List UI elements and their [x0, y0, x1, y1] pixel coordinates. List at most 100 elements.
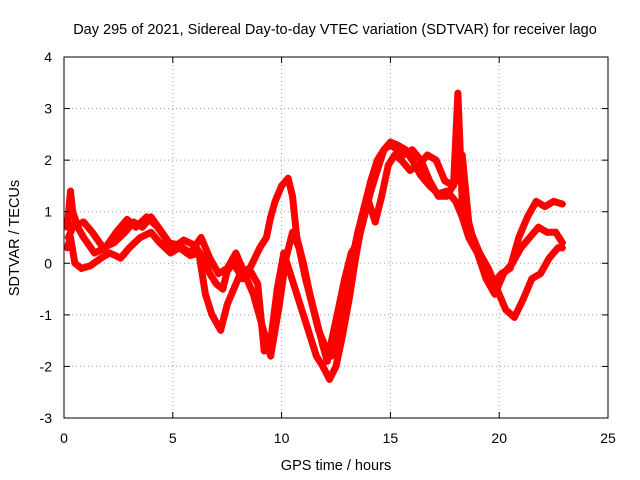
- data-point: [408, 146, 416, 154]
- data-point: [552, 228, 560, 236]
- data-point: [332, 362, 340, 370]
- data-point: [254, 280, 262, 288]
- data-point: [541, 203, 549, 211]
- x-tick-label: 0: [60, 430, 68, 446]
- data-point: [90, 249, 98, 257]
- data-point: [195, 249, 203, 257]
- data-point: [328, 352, 336, 360]
- data-point: [64, 234, 72, 241]
- data-point: [136, 234, 144, 241]
- data-point: [537, 270, 545, 278]
- data-point: [515, 234, 523, 241]
- data-point: [323, 357, 331, 365]
- data-point: [532, 197, 540, 205]
- data-point: [286, 270, 294, 278]
- data-point: [288, 192, 296, 200]
- data-point: [545, 254, 553, 262]
- y-tick-label: -1: [40, 307, 53, 323]
- data-point: [180, 236, 188, 244]
- data-point: [143, 213, 151, 221]
- data-point: [434, 192, 442, 200]
- x-tick-label: 10: [274, 430, 290, 446]
- data-point: [267, 213, 275, 221]
- y-tick-label: -3: [40, 410, 53, 426]
- data-point: [186, 249, 194, 257]
- data-point: [347, 259, 355, 267]
- data-point: [245, 264, 253, 272]
- data-point: [406, 166, 414, 174]
- data-point: [480, 264, 488, 272]
- x-tick-label: 5: [169, 430, 177, 446]
- data-point: [308, 301, 316, 309]
- data-point: [510, 313, 518, 321]
- x-axis-label: GPS time / hours: [281, 458, 391, 474]
- data-point: [458, 151, 466, 159]
- data-point: [67, 187, 75, 195]
- data-series: [63, 89, 566, 383]
- data-point: [223, 264, 231, 272]
- data-point: [106, 249, 114, 257]
- data-point: [147, 228, 155, 236]
- data-point: [443, 192, 451, 200]
- data-point: [80, 218, 88, 226]
- data-point: [534, 223, 542, 231]
- data-point: [417, 156, 425, 164]
- x-tick-label: 25: [600, 430, 616, 446]
- y-tick-label: 4: [44, 49, 52, 65]
- data-point: [312, 352, 320, 360]
- data-point: [69, 208, 77, 216]
- data-point: [214, 270, 222, 278]
- data-point: [502, 306, 510, 314]
- data-point: [256, 244, 264, 252]
- data-point: [391, 151, 399, 159]
- data-point: [367, 177, 375, 185]
- data-point: [360, 203, 368, 211]
- data-point: [426, 177, 434, 185]
- data-point: [154, 223, 162, 231]
- data-point: [339, 331, 347, 339]
- data-point: [293, 290, 301, 298]
- data-point: [71, 259, 79, 267]
- data-point: [271, 197, 279, 205]
- y-axis-label: SDTVAR / TECUs: [7, 180, 23, 296]
- data-point: [471, 244, 479, 252]
- plot-frame: [63, 56, 609, 419]
- data-point: [299, 311, 307, 319]
- y-tick-label: 2: [44, 152, 52, 168]
- data-point: [341, 290, 349, 298]
- data-point: [384, 161, 392, 169]
- data-point: [378, 192, 386, 200]
- data-point: [373, 156, 381, 164]
- data-point: [217, 326, 225, 334]
- data-point: [197, 234, 205, 241]
- series-curve-c: [64, 141, 566, 360]
- data-point: [275, 301, 283, 309]
- data-point: [506, 264, 514, 272]
- data-point: [267, 352, 275, 360]
- data-point: [295, 244, 303, 252]
- data-point: [278, 182, 286, 190]
- data-point: [371, 218, 379, 226]
- data-point: [465, 218, 473, 226]
- data-point: [452, 177, 460, 185]
- data-point: [393, 146, 401, 154]
- data-point: [258, 321, 266, 329]
- data-point: [206, 254, 214, 262]
- data-point: [432, 156, 440, 164]
- data-point: [380, 146, 388, 154]
- y-tick-label: -2: [40, 358, 53, 374]
- data-point: [558, 200, 566, 208]
- data-point: [167, 249, 175, 257]
- data-point: [489, 280, 497, 288]
- data-point: [354, 228, 362, 236]
- data-point: [123, 215, 131, 223]
- data-point: [206, 270, 214, 278]
- data-point: [208, 311, 216, 319]
- data-point: [523, 213, 531, 221]
- x-tick-label: 20: [491, 430, 507, 446]
- data-point: [284, 174, 292, 182]
- x-tick-label: 15: [383, 430, 399, 446]
- data-point: [282, 254, 290, 262]
- data-point: [526, 234, 534, 241]
